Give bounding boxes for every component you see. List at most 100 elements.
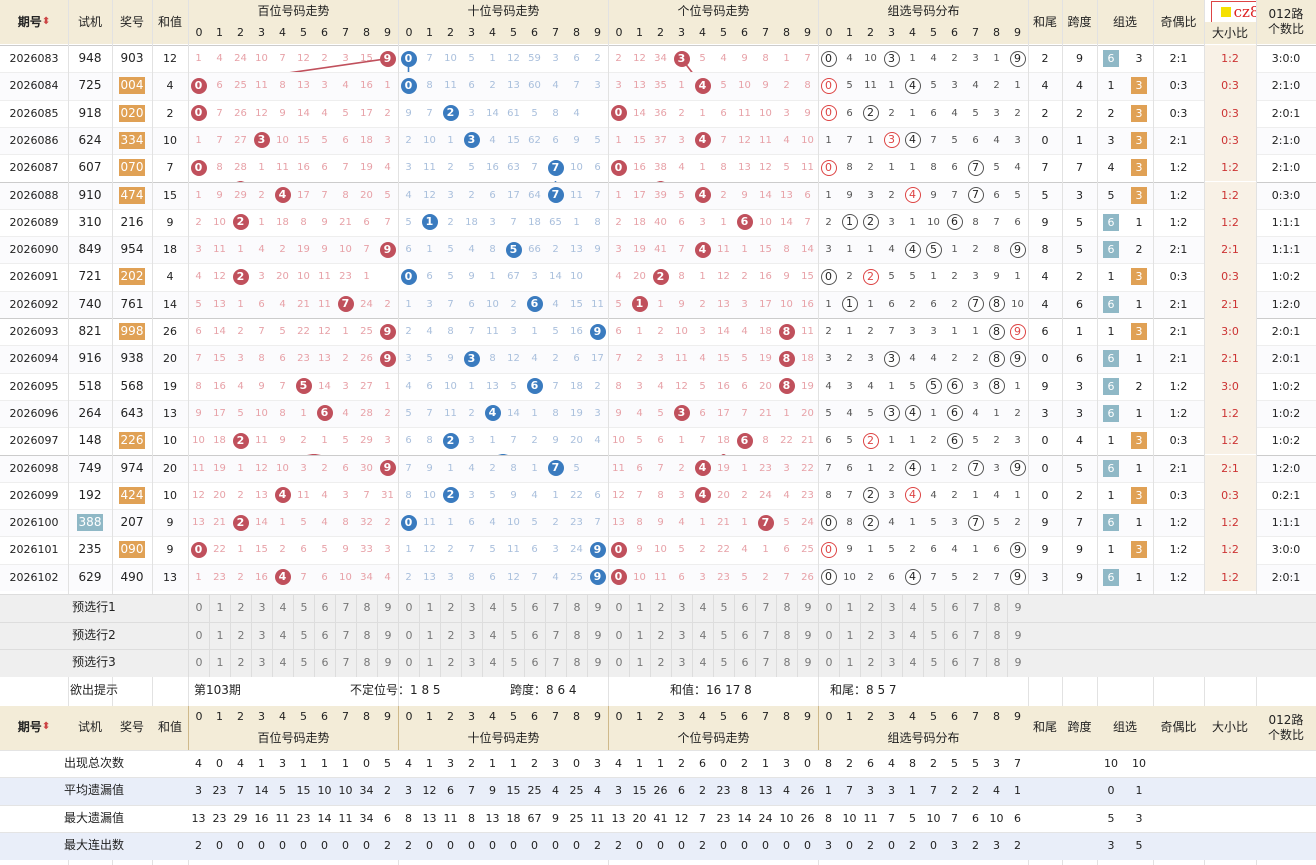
preselect-digit[interactable]: 4 — [692, 649, 713, 677]
preselect-digit[interactable]: 2 — [440, 649, 461, 677]
preselect-digit[interactable]: 2 — [440, 621, 461, 649]
preselect-digit[interactable]: 1 — [209, 594, 230, 622]
preselect-digit[interactable]: 3 — [671, 621, 692, 649]
preselect-digit[interactable]: 5 — [713, 621, 734, 649]
preselect-digit[interactable]: 5 — [293, 621, 314, 649]
preselect-digit[interactable]: 0 — [398, 594, 419, 622]
preselect-digit[interactable]: 0 — [188, 649, 209, 677]
preselect-digit[interactable]: 2 — [230, 621, 251, 649]
period-header[interactable]: 期号 ⬍ — [0, 0, 68, 44]
preselect-digit[interactable]: 9 — [377, 594, 398, 622]
preselect-digit[interactable]: 5 — [923, 649, 944, 677]
preselect-digit[interactable]: 5 — [923, 621, 944, 649]
sort-arrows-icon[interactable]: ⬍ — [41, 721, 51, 733]
preselect-digit[interactable]: 6 — [314, 649, 335, 677]
preselect-digit[interactable]: 7 — [335, 621, 356, 649]
preselect-digit[interactable]: 9 — [1007, 594, 1028, 622]
preselect-digit[interactable]: 2 — [650, 649, 671, 677]
preselect-digit[interactable]: 6 — [524, 621, 545, 649]
preselect-digit[interactable]: 3 — [671, 594, 692, 622]
preselect-digit[interactable]: 5 — [713, 594, 734, 622]
preselect-digit[interactable]: 5 — [503, 594, 524, 622]
preselect-digit[interactable]: 0 — [818, 649, 839, 677]
preselect-digit[interactable]: 0 — [608, 621, 629, 649]
preselect-digit[interactable]: 7 — [755, 594, 776, 622]
preselect-digit[interactable]: 8 — [356, 621, 377, 649]
preselect-digit[interactable]: 7 — [545, 594, 566, 622]
preselect-digit[interactable]: 3 — [461, 621, 482, 649]
preselect-digit[interactable]: 5 — [713, 649, 734, 677]
preselect-digit[interactable]: 1 — [839, 621, 860, 649]
preselect-digit[interactable]: 9 — [587, 594, 608, 622]
preselect-digit[interactable]: 3 — [881, 594, 902, 622]
preselect-digit[interactable]: 7 — [335, 649, 356, 677]
preselect-digit[interactable]: 9 — [587, 649, 608, 677]
preselect-digit[interactable]: 5 — [293, 649, 314, 677]
preselect-digit[interactable]: 0 — [818, 621, 839, 649]
preselect-digit[interactable]: 8 — [776, 649, 797, 677]
preselect-digit[interactable]: 6 — [734, 621, 755, 649]
preselect-digit[interactable]: 0 — [398, 621, 419, 649]
preselect-digit[interactable]: 0 — [608, 594, 629, 622]
preselect-digit[interactable]: 3 — [461, 649, 482, 677]
preselect-digit[interactable]: 1 — [629, 594, 650, 622]
period-header[interactable]: 期号 ⬍ — [0, 705, 68, 750]
preselect-digit[interactable]: 6 — [524, 594, 545, 622]
preselect-digit[interactable]: 8 — [986, 649, 1007, 677]
preselect-digit[interactable]: 7 — [965, 649, 986, 677]
preselect-digit[interactable]: 1 — [629, 621, 650, 649]
preselect-digit[interactable]: 8 — [986, 594, 1007, 622]
preselect-digit[interactable]: 4 — [272, 649, 293, 677]
preselect-digit[interactable]: 8 — [776, 594, 797, 622]
preselect-digit[interactable]: 6 — [524, 649, 545, 677]
preselect-digit[interactable]: 6 — [314, 621, 335, 649]
preselect-digit[interactable]: 1 — [839, 594, 860, 622]
preselect-digit[interactable]: 1 — [419, 594, 440, 622]
preselect-digit[interactable]: 3 — [251, 649, 272, 677]
preselect-digit[interactable]: 6 — [944, 649, 965, 677]
preselect-digit[interactable]: 3 — [251, 621, 272, 649]
preselect-digit[interactable]: 8 — [566, 594, 587, 622]
preselect-digit[interactable]: 7 — [755, 621, 776, 649]
preselect-digit[interactable]: 7 — [755, 649, 776, 677]
preselect-digit[interactable]: 2 — [860, 649, 881, 677]
preselect-digit[interactable]: 7 — [545, 621, 566, 649]
preselect-digit[interactable]: 4 — [272, 594, 293, 622]
preselect-digit[interactable]: 3 — [461, 594, 482, 622]
preselect-digit[interactable]: 2 — [230, 594, 251, 622]
preselect-digit[interactable]: 9 — [1007, 649, 1028, 677]
preselect-digit[interactable]: 2 — [650, 621, 671, 649]
preselect-digit[interactable]: 6 — [734, 594, 755, 622]
preselect-digit[interactable]: 1 — [419, 649, 440, 677]
preselect-digit[interactable]: 6 — [314, 594, 335, 622]
sort-arrows-icon[interactable]: ⬍ — [41, 15, 51, 27]
preselect-digit[interactable]: 2 — [860, 621, 881, 649]
preselect-digit[interactable]: 2 — [230, 649, 251, 677]
preselect-digit[interactable]: 0 — [398, 649, 419, 677]
preselect-digit[interactable]: 2 — [860, 594, 881, 622]
preselect-digit[interactable]: 3 — [671, 649, 692, 677]
preselect-digit[interactable]: 3 — [251, 594, 272, 622]
preselect-digit[interactable]: 4 — [902, 649, 923, 677]
preselect-digit[interactable]: 0 — [608, 649, 629, 677]
preselect-digit[interactable]: 1 — [419, 621, 440, 649]
preselect-digit[interactable]: 9 — [797, 649, 818, 677]
preselect-digit[interactable]: 4 — [692, 594, 713, 622]
preselect-digit[interactable]: 8 — [776, 621, 797, 649]
preselect-digit[interactable]: 4 — [902, 594, 923, 622]
preselect-digit[interactable]: 6 — [944, 621, 965, 649]
preselect-digit[interactable]: 8 — [566, 621, 587, 649]
preselect-digit[interactable]: 6 — [734, 649, 755, 677]
preselect-digit[interactable]: 4 — [902, 621, 923, 649]
preselect-digit[interactable]: 0 — [188, 594, 209, 622]
preselect-digit[interactable]: 8 — [356, 594, 377, 622]
preselect-digit[interactable]: 9 — [1007, 621, 1028, 649]
preselect-digit[interactable]: 5 — [503, 621, 524, 649]
preselect-digit[interactable]: 7 — [965, 621, 986, 649]
preselect-digit[interactable]: 1 — [629, 649, 650, 677]
preselect-digit[interactable]: 0 — [818, 594, 839, 622]
preselect-digit[interactable]: 9 — [377, 621, 398, 649]
preselect-digit[interactable]: 4 — [272, 621, 293, 649]
preselect-digit[interactable]: 5 — [293, 594, 314, 622]
preselect-digit[interactable]: 4 — [482, 649, 503, 677]
